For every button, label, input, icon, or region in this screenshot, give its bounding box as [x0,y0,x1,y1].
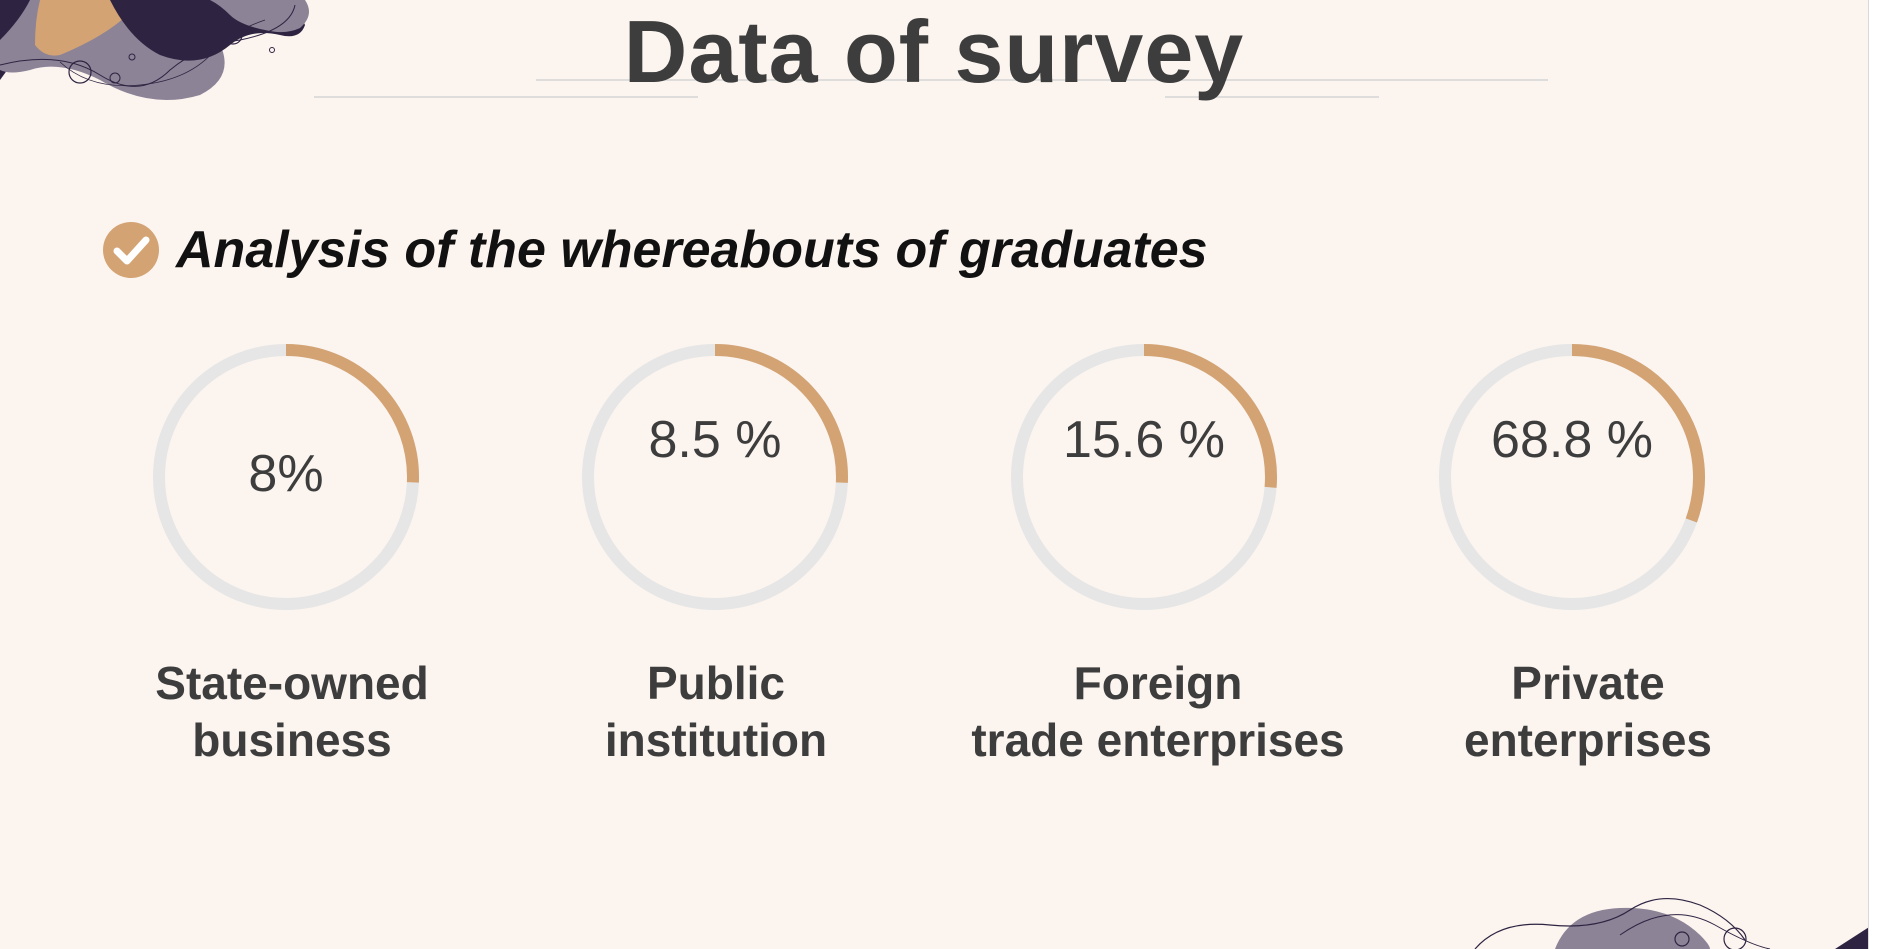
category-label-public-institution: Public institution [604,657,828,766]
section-subtitle: Analysis of the whereabouts of graduates [176,221,1208,279]
page-title: Data of survey [623,2,1245,101]
category-label-state-owned-business: State-owned business [155,657,429,766]
gauge-svg [153,344,1705,610]
gauge-value-state-owned-business: 8% [248,445,324,503]
gauge-chart: 8% State-owned business 8.5 % Public instit… [0,330,1868,790]
category-label-foreign-trade-enterprises: Foreign trade enterprises [971,657,1345,766]
check-circle-icon [103,222,159,278]
gauge-value-public-institution: 8.5 % [648,411,782,469]
window-edge [1868,0,1889,949]
category-label-private-enterprises: Private enterprises [1463,657,1712,766]
section-heading: Analysis of the whereabouts of graduates [102,214,1208,286]
gauge-value-private-enterprises: 68.8 % [1491,411,1653,469]
gauge-arc-foreign-trade-enterprises [1143,344,1277,488]
gauge-arc-private-enterprises [1571,344,1705,523]
gauge-arc-state-owned-business [285,344,419,483]
gauge-value-foreign-trade-enterprises: 15.6 % [1063,411,1225,469]
gauge-arc-public-institution [714,344,848,483]
bottom-right-decoration [1474,897,1868,949]
top-left-decoration [0,0,309,100]
title-rules [314,79,1548,98]
